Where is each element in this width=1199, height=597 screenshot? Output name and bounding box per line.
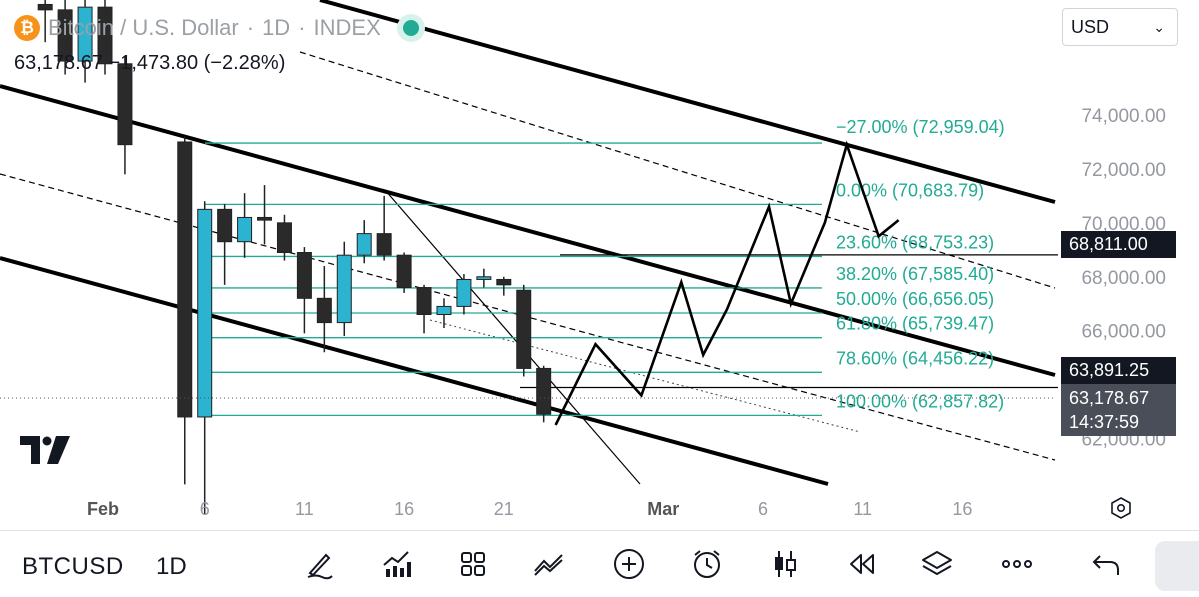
fib-level-label: 38.20% (67,585.40): [836, 264, 994, 284]
bear-candle: [496, 278, 512, 286]
price-tick-label: 74,000.00: [1081, 106, 1166, 127]
price-change: −1,473.80: [108, 52, 199, 74]
more-icon[interactable]: [1000, 547, 1034, 581]
forecast-path: [554, 140, 900, 426]
fib-level-label: 0.00% (70,683.79): [836, 180, 984, 200]
candles: [37, 0, 552, 515]
price-tag-text: 68,811.00: [1069, 234, 1148, 254]
time-tick-label: 16: [952, 499, 972, 519]
bear-candle: [376, 233, 392, 256]
last-price-tag-value: 63,178.67: [1069, 388, 1150, 408]
bull-candle: [356, 233, 372, 256]
forecast-line: [554, 140, 900, 426]
channel-top-line: [319, 0, 1056, 204]
time-tick-label: Feb: [87, 499, 119, 519]
bear-candle: [97, 6, 113, 65]
bull-candle: [476, 276, 492, 280]
thin-trend-line: [384, 189, 641, 485]
templates-icon[interactable]: [456, 547, 490, 581]
bear-candle: [177, 141, 193, 418]
currency-value: USD: [1071, 16, 1110, 37]
bear-candle: [396, 254, 412, 289]
bull-candle: [336, 254, 352, 324]
settings-icon[interactable]: [1109, 496, 1133, 520]
header-separator: ·: [246, 15, 255, 40]
indicators-icon[interactable]: [380, 547, 414, 581]
symbol-title: Bitcoin / U.S. Dollar: [48, 15, 239, 40]
price-tick-label: 68,000.00: [1081, 268, 1166, 289]
last-price: 63,178.67: [14, 52, 103, 74]
fib-level-label: 100.00% (62,857.82): [836, 391, 1004, 411]
symbol-header[interactable]: ₿ Bitcoin / U.S. Dollar · 1D · INDEX: [14, 13, 419, 43]
undo-icon[interactable]: [1090, 547, 1124, 581]
bear-candle: [296, 251, 312, 299]
channel-dotted: [429, 319, 861, 433]
header-separator: ·: [298, 15, 306, 40]
market-open-icon: [402, 20, 419, 36]
fib-level-label: −27.00% (72,959.04): [836, 117, 1005, 137]
price-change-row: 63,178.67 −1,473.80 (−2.28%): [14, 52, 285, 75]
bull-candle: [456, 278, 472, 307]
bar-countdown: 14:37:59: [1069, 412, 1140, 432]
bear-candle: [516, 289, 532, 369]
chevron-down-icon: ⌄: [1153, 18, 1165, 35]
layers-icon[interactable]: [920, 547, 954, 581]
price-tag-level-2: 63,891.25: [1061, 357, 1176, 384]
horizontal-lines: [520, 254, 1058, 389]
channel-mid-line: [0, 84, 1056, 377]
time-tick-label: 6: [758, 499, 768, 519]
fib-level-label: 23.60% (68,753.23): [836, 232, 994, 252]
last-price-tag: 63,178.67 14:37:59: [1061, 384, 1176, 436]
price-chart[interactable]: −27.00% (72,959.04) 0.00% (70,683.79) 23.6…: [0, 0, 1199, 530]
time-tick-label: 11: [295, 499, 314, 519]
bear-candle: [117, 63, 133, 146]
price-tick-label: 66,000.00: [1081, 322, 1166, 343]
compare-icon[interactable]: [532, 547, 566, 581]
price-tag-text: 63,891.25: [1069, 360, 1150, 380]
bear-candle: [536, 367, 552, 415]
replay-icon[interactable]: [844, 547, 878, 581]
time-tick-label: 21: [494, 499, 514, 519]
tradingview-logo-icon: [20, 436, 70, 464]
draw-icon[interactable]: [302, 547, 336, 581]
time-tick-label: 6: [200, 499, 210, 519]
bottom-toolbar: BTCUSD 1D: [0, 530, 1199, 597]
time-tick-label: Mar: [647, 499, 679, 519]
symbol-button[interactable]: BTCUSD: [22, 553, 124, 580]
candles-icon[interactable]: [768, 547, 802, 581]
fib-level-label: 50.00% (66,656.05): [836, 289, 994, 309]
channel-dashed-upper: [299, 51, 1056, 289]
bear-candle: [57, 9, 73, 62]
fib-level-label: 61.80% (65,739.47): [836, 314, 994, 334]
bear-candle: [276, 222, 292, 253]
alert-icon[interactable]: [690, 547, 724, 581]
add-icon[interactable]: [612, 547, 646, 581]
header-exchange: INDEX: [313, 15, 381, 40]
time-tick-label: 11: [853, 499, 872, 519]
currency-select[interactable]: USD ⌄: [1062, 8, 1178, 46]
price-tick-label: 72,000.00: [1081, 160, 1166, 181]
price-change-pct: (−2.28%): [203, 52, 286, 74]
trend-channel: [0, 0, 1056, 486]
bull-candle: [77, 6, 93, 62]
bull-candle: [436, 305, 452, 316]
bitcoin-logo-icon: ₿: [14, 15, 40, 41]
bull-candle: [237, 216, 253, 243]
price-tag-level-1: 68,811.00: [1061, 231, 1176, 258]
bear-candle: [37, 3, 53, 11]
time-axis[interactable]: Feb 6 11 16 21 Mar 6 11 16: [87, 499, 972, 519]
channel-low-line: [0, 256, 829, 486]
bull-candle: [197, 208, 213, 418]
interval-button[interactable]: 1D: [156, 553, 187, 580]
bear-candle: [257, 216, 273, 221]
header-interval: 1D: [262, 15, 291, 40]
bear-candle: [416, 287, 432, 316]
time-tick-label: 16: [394, 499, 414, 519]
fib-level-label: 78.60% (64,456.22): [836, 348, 994, 368]
channel-dashed-lower: [0, 173, 1056, 461]
side-panel-handle[interactable]: [1155, 541, 1199, 591]
bear-candle: [217, 208, 233, 243]
price-tick-label: 70,000.00: [1081, 214, 1166, 235]
bear-candle: [316, 297, 332, 324]
